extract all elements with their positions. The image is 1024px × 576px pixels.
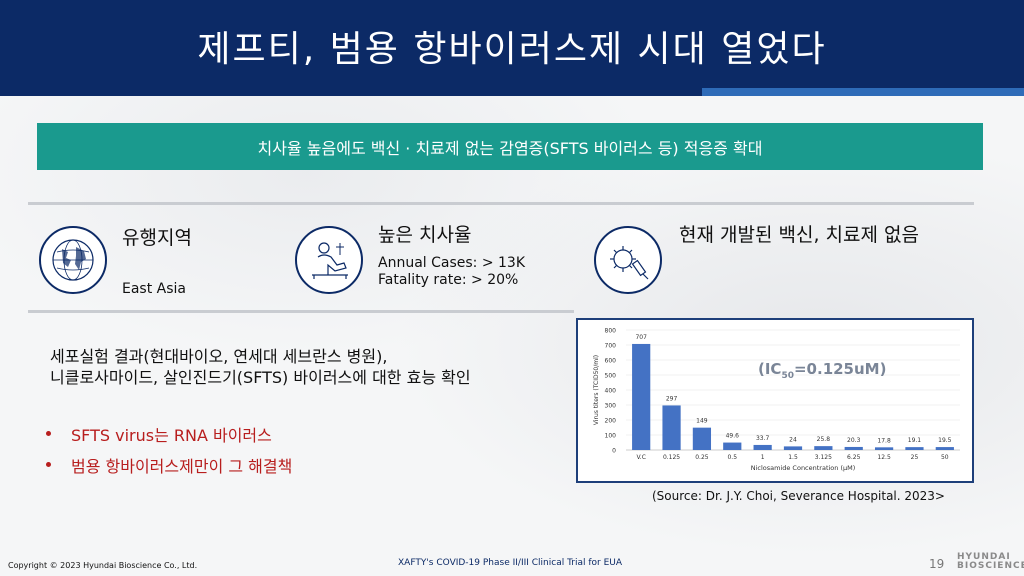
bar xyxy=(662,405,681,450)
bar xyxy=(783,446,803,450)
company-logo: HYUNDAI BIOSCIENCE xyxy=(957,553,1024,571)
logo-line-2: BIOSCIENCE xyxy=(957,561,1024,571)
virus-syringe-icon xyxy=(594,226,662,294)
title-bar: 제프티, 범용 항바이러스제 시대 열었다 xyxy=(0,0,1024,96)
x-tick-label: V.C xyxy=(636,454,645,461)
y-tick-label: 400 xyxy=(605,388,617,395)
title-accent-stripe xyxy=(702,88,1024,96)
feature-region-text: East Asia xyxy=(122,281,186,297)
x-tick-label: 0.5 xyxy=(727,454,737,461)
bar xyxy=(874,447,894,450)
x-tick-label: 12.5 xyxy=(877,454,891,461)
data-label: 707 xyxy=(635,334,647,341)
feature-fatality-cases: Annual Cases: > 13K xyxy=(378,255,526,271)
chart-canvas: 0 100 200 300 400 500 600 700 800 707 V.C 297 0.125 1… xyxy=(593,328,960,472)
data-label: 49.6 xyxy=(726,433,740,440)
y-tick-label: 500 xyxy=(605,373,617,380)
bullet-dot xyxy=(46,462,51,467)
page-number: 19 xyxy=(929,557,945,571)
bullet-text: SFTS virus는 RNA 바이러스 xyxy=(71,425,272,445)
patient-bed-icon xyxy=(295,226,363,294)
footer-copyright: Copyright © 2023 Hyundai Bioscience Co.,… xyxy=(8,561,198,570)
divider-middle xyxy=(28,310,574,313)
y-tick-label: 200 xyxy=(605,418,617,425)
feature-no-treatment-title: 현재 개발된 백신, 치료제 없음 xyxy=(679,224,919,246)
y-tick-label: 300 xyxy=(605,403,617,410)
data-label: 17.8 xyxy=(877,437,891,444)
globe-icon xyxy=(39,226,107,294)
indication-banner: 치사율 높음에도 백신 · 치료제 없는 감염증(SFTS 바이러스 등) 적응… xyxy=(37,123,983,170)
data-label: 20.3 xyxy=(847,437,861,444)
bar xyxy=(935,447,954,450)
data-label: 25.8 xyxy=(817,436,831,443)
x-tick-label: 6.25 xyxy=(847,454,861,461)
y-axis-title: Virus titers (TCID50/ml) xyxy=(593,355,600,425)
experiment-line-2: 니클로사마이드, 살인진드기(SFTS) 바이러스에 대한 효능 확인 xyxy=(50,368,471,387)
chart-source: (Source: Dr. J.Y. Choi, Severance Hospit… xyxy=(652,489,945,503)
feature-region-title: 유행지역 xyxy=(122,227,192,249)
x-tick-label: 1 xyxy=(761,454,765,461)
x-tick-label: 0.25 xyxy=(695,454,709,461)
feature-fatality-rate: Fatality rate: > 20% xyxy=(378,272,519,288)
bar xyxy=(632,343,651,450)
bar xyxy=(814,446,833,450)
bullet-dot xyxy=(46,431,51,436)
data-label: 149 xyxy=(696,418,708,425)
x-tick-label: 1.5 xyxy=(788,454,798,461)
y-tick-label: 0 xyxy=(612,448,616,455)
experiment-line-1: 세포실험 결과(현대바이오, 연세대 세브란스 병원), xyxy=(50,347,388,366)
experiment-description: 세포실험 결과(현대바이오, 연세대 세브란스 병원), 니클로사마이드, 살인… xyxy=(50,346,471,388)
data-label: 24 xyxy=(789,436,797,443)
x-axis-title: Niclosamide Concentration (μM) xyxy=(751,464,856,472)
data-label: 33.7 xyxy=(756,435,770,442)
bullet-item: SFTS virus는 RNA 바이러스 xyxy=(44,418,292,449)
bar xyxy=(723,442,742,450)
virus-titer-chart: 0 100 200 300 400 500 600 700 800 707 V.C 297 0.125 1… xyxy=(576,318,974,483)
y-tick-label: 800 xyxy=(605,328,617,335)
ic50-annotation: (IC50=0.125uM) xyxy=(758,360,886,381)
data-label: 19.5 xyxy=(938,437,952,444)
footer-trial-title: XAFTY's COVID-19 Phase II/III Clinical T… xyxy=(398,558,623,568)
indication-banner-text: 치사율 높음에도 백신 · 치료제 없는 감염증(SFTS 바이러스 등) 적응… xyxy=(257,138,763,158)
bar xyxy=(753,444,772,450)
y-tick-label: 600 xyxy=(605,358,617,365)
feature-fatality-title: 높은 치사율 xyxy=(378,224,472,246)
data-label: 19.1 xyxy=(908,437,922,444)
y-tick-label: 100 xyxy=(605,433,617,440)
bar xyxy=(905,447,924,450)
x-tick-label: 0.125 xyxy=(663,454,680,461)
bullet-list: SFTS virus는 RNA 바이러스 범용 항바이러스제만이 그 해결책 xyxy=(44,418,292,480)
bullet-text: 범용 항바이러스제만이 그 해결책 xyxy=(71,456,293,476)
x-tick-label: 50 xyxy=(941,454,949,461)
x-tick-label: 3.125 xyxy=(815,454,832,461)
bar xyxy=(844,446,863,450)
x-tick-label: 25 xyxy=(911,454,919,461)
page-title: 제프티, 범용 항바이러스제 시대 열었다 xyxy=(197,29,827,70)
bar xyxy=(692,427,712,450)
bullet-item: 범용 항바이러스제만이 그 해결책 xyxy=(44,449,292,480)
y-tick-label: 700 xyxy=(605,343,617,350)
logo-line-1: HYUNDAI xyxy=(957,552,1011,562)
divider-top xyxy=(28,202,974,205)
data-label: 297 xyxy=(666,395,678,402)
